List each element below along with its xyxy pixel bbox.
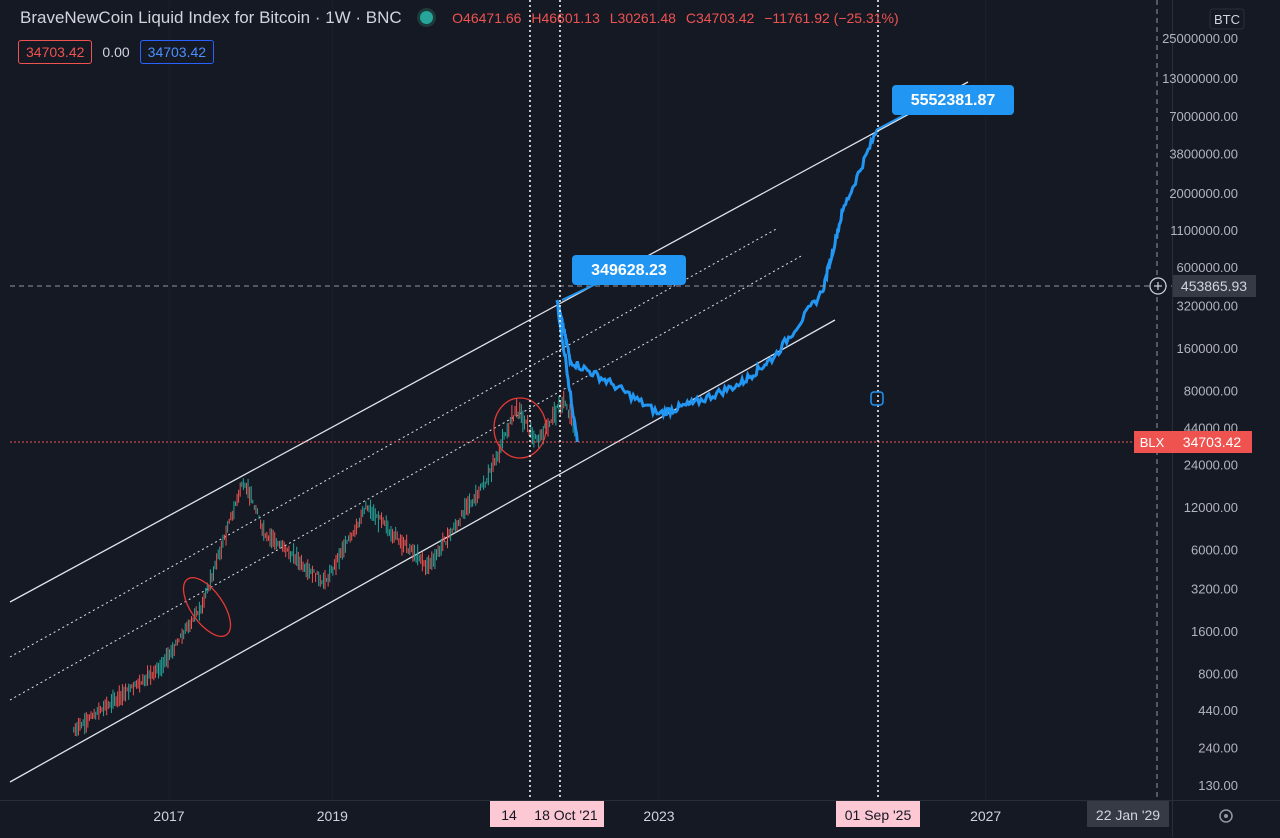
grid xyxy=(168,0,987,800)
callout-2-box xyxy=(892,85,1014,115)
highlight-ellipse-2017 xyxy=(182,577,232,637)
input-value-c[interactable]: 34703.42 xyxy=(139,40,215,64)
input-value-b: 0.00 xyxy=(102,44,130,60)
price-history-candles xyxy=(73,390,577,737)
chart-legend: BraveNewCoin Liquid Index for Bitcoin · … xyxy=(20,8,905,28)
channel-line-0 xyxy=(9,81,969,603)
channel-line-1 xyxy=(9,227,779,658)
callout-2-text: 5552381.87 xyxy=(911,92,996,109)
open-value: O46471.66 xyxy=(452,10,522,26)
callout-1-text: 349628.23 xyxy=(591,262,667,279)
time-axis[interactable] xyxy=(0,800,1280,838)
change-value: −11761.92 (−25.31%) xyxy=(764,10,899,26)
callout-1-box xyxy=(572,255,686,285)
market-status-icon xyxy=(420,11,434,24)
highlight-ellipse-2021 xyxy=(493,397,547,459)
low-value: L30261.48 xyxy=(609,10,676,26)
symbol-title[interactable]: BraveNewCoin Liquid Index for Bitcoin · … xyxy=(20,8,402,27)
price-axis[interactable] xyxy=(1172,0,1280,837)
projection-series xyxy=(555,129,879,443)
channel-line-3 xyxy=(9,319,836,783)
alert-marker xyxy=(870,391,884,406)
indicator-inputs: 34703.42 0.00 34703.42 xyxy=(18,40,215,64)
input-value-a[interactable]: 34703.42 xyxy=(18,40,93,64)
close-value: C34703.42 xyxy=(685,10,755,26)
ohlc-values: O46471.66 H46601.13 L30261.48 C34703.42 … xyxy=(452,10,904,26)
channel-line-2 xyxy=(9,254,804,701)
high-value: H46601.13 xyxy=(531,10,600,26)
